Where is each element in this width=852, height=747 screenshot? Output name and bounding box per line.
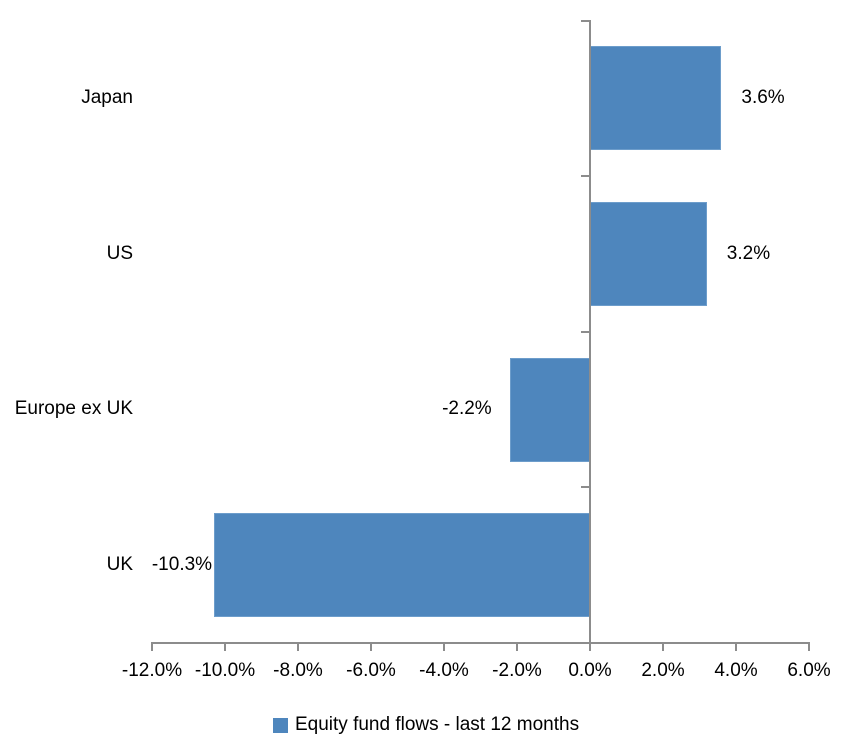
x-axis-tick bbox=[443, 643, 445, 651]
y-axis-tick bbox=[581, 20, 589, 22]
x-axis-tick bbox=[151, 643, 153, 651]
data-label: 3.2% bbox=[726, 242, 771, 264]
legend-swatch-icon bbox=[273, 717, 288, 733]
x-tick-label: -10.0% bbox=[194, 660, 256, 681]
data-label: -10.3% bbox=[151, 554, 213, 576]
x-axis-tick bbox=[735, 643, 737, 651]
x-tick-label: 2.0% bbox=[641, 660, 685, 681]
x-tick-label: -8.0% bbox=[273, 660, 323, 681]
x-tick-label: -6.0% bbox=[346, 660, 396, 681]
x-axis-tick bbox=[662, 643, 664, 651]
y-axis-tick bbox=[581, 330, 589, 333]
y-axis-tick bbox=[581, 486, 589, 489]
bar-uk bbox=[214, 513, 590, 618]
data-label: 3.6% bbox=[741, 86, 785, 108]
x-tick-label: -12.0% bbox=[121, 660, 183, 681]
bar-europe-ex-uk bbox=[509, 357, 590, 462]
x-axis-tick bbox=[370, 643, 372, 651]
bar-japan bbox=[590, 46, 722, 150]
x-axis-tick bbox=[808, 643, 810, 651]
x-axis-tick bbox=[516, 643, 518, 651]
legend-label: Equity fund flows - last 12 months bbox=[295, 714, 580, 735]
x-tick-label: 4.0% bbox=[714, 660, 758, 681]
x-tick-label: 0.0% bbox=[568, 660, 612, 681]
category-label: Japan bbox=[81, 86, 133, 108]
x-axis-tick bbox=[297, 643, 299, 651]
x-tick-label: -4.0% bbox=[419, 660, 469, 681]
legend: Equity fund flows - last 12 months bbox=[273, 712, 579, 738]
x-axis-line bbox=[151, 642, 810, 644]
bar-us bbox=[590, 201, 707, 306]
x-tick-label: 6.0% bbox=[787, 660, 831, 681]
category-label: Europe ex UK bbox=[14, 398, 133, 420]
zero-axis-line bbox=[589, 20, 591, 651]
category-label: US bbox=[106, 242, 133, 264]
category-label: UK bbox=[106, 554, 133, 576]
x-axis-tick bbox=[224, 643, 226, 651]
x-tick-label: -2.0% bbox=[492, 660, 542, 681]
x-axis-tick bbox=[589, 643, 591, 651]
y-axis-tick bbox=[581, 174, 589, 177]
data-label: -2.2% bbox=[442, 398, 492, 420]
